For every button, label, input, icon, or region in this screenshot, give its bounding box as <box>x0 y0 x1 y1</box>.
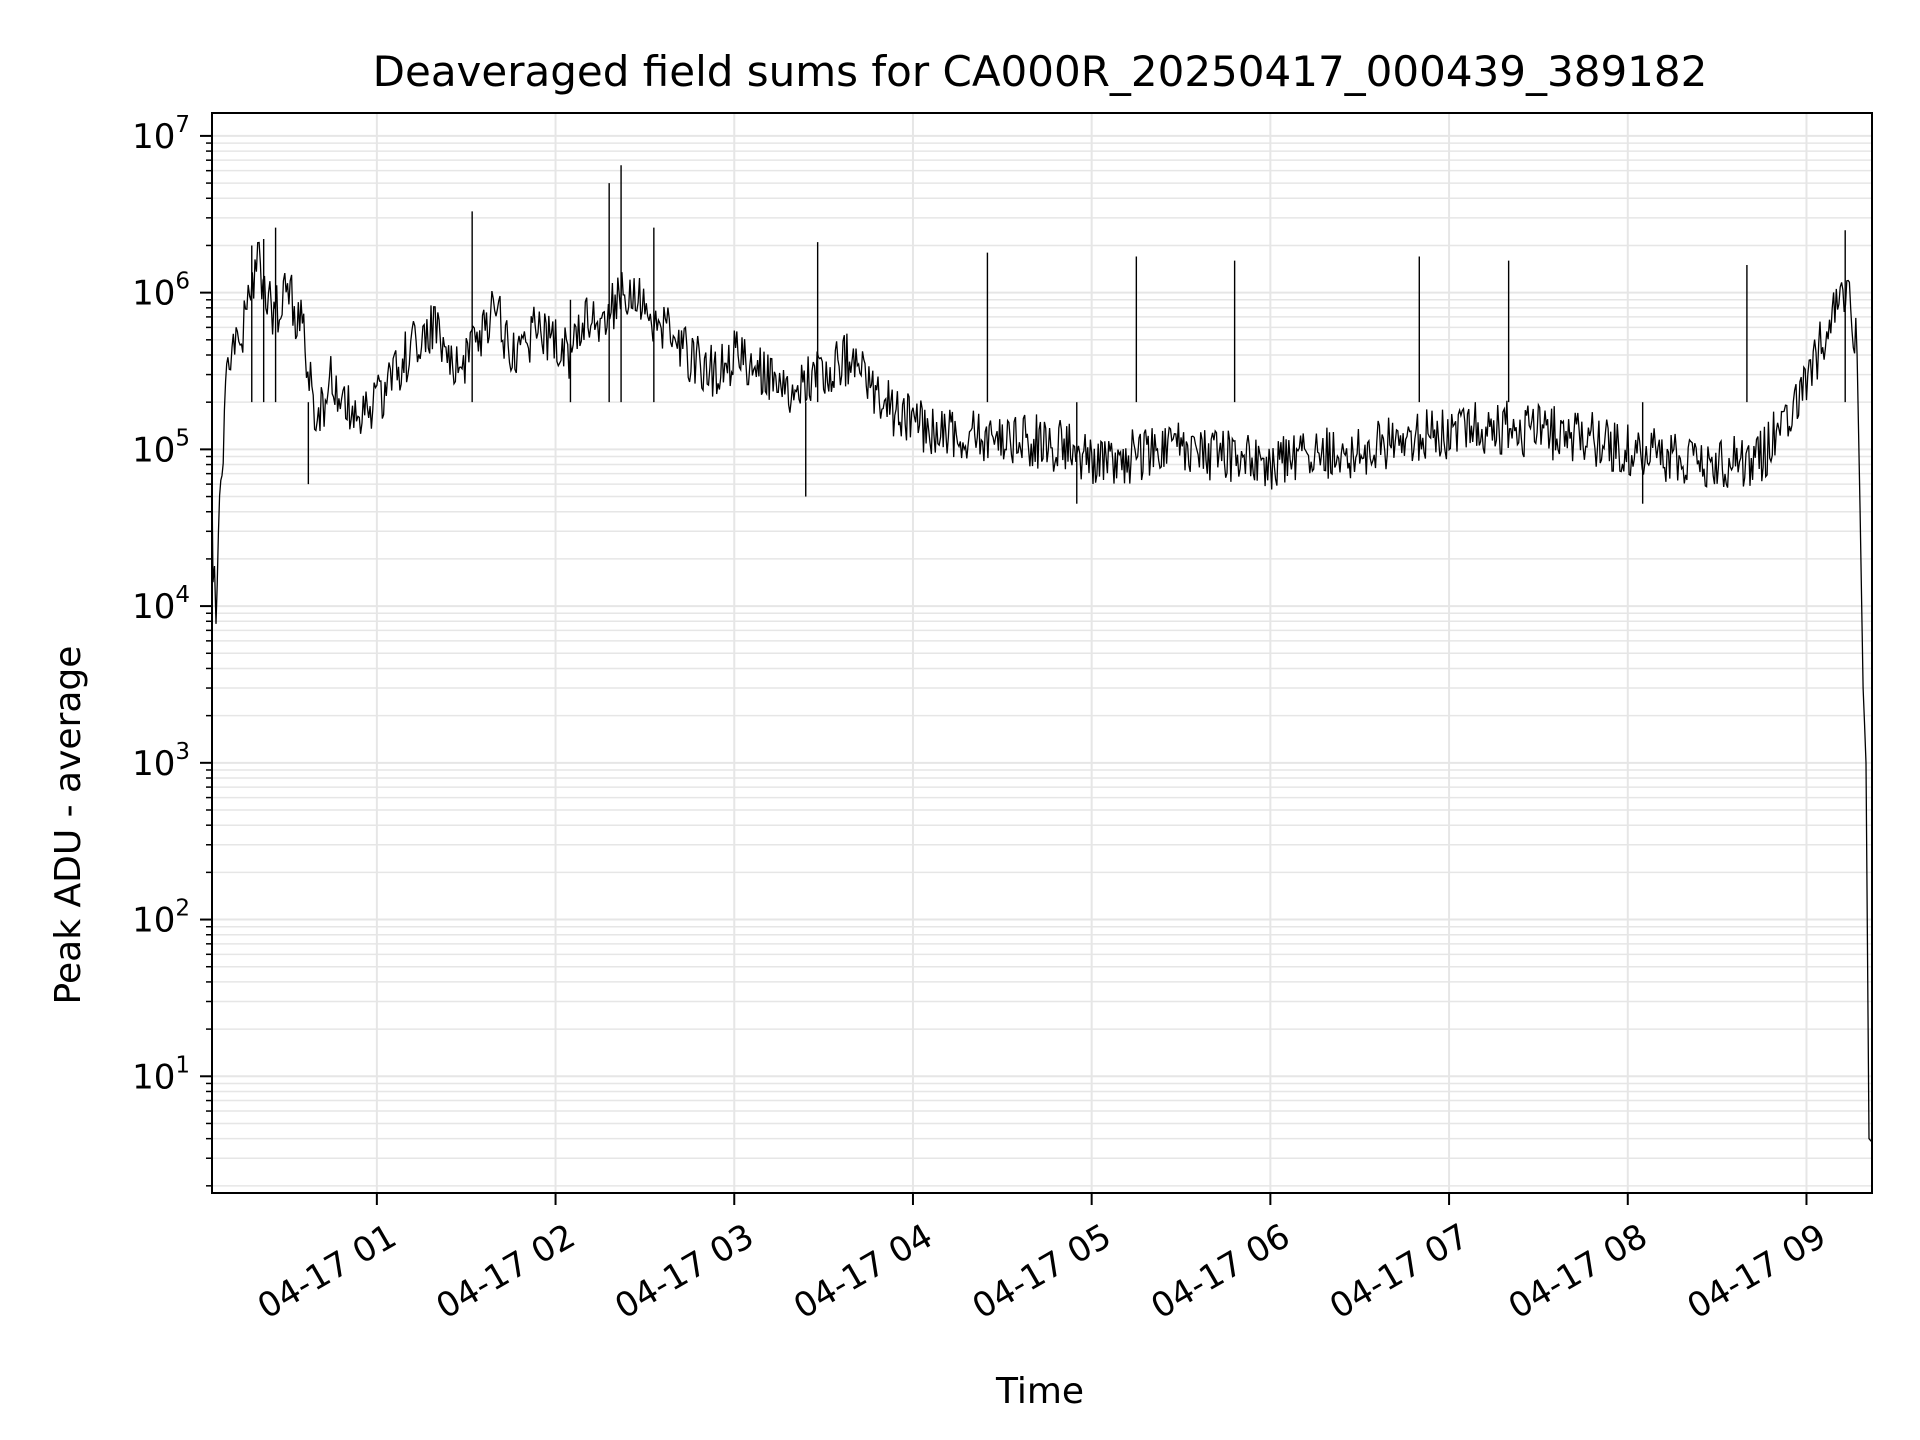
y-tick-exponent: 3 <box>175 739 190 765</box>
y-tick-label: 103 <box>132 739 190 784</box>
y-tick-base: 10 <box>132 430 175 470</box>
y-tick-base: 10 <box>132 744 175 784</box>
y-tick-base: 10 <box>132 117 175 157</box>
y-tick-label: 101 <box>132 1052 190 1097</box>
y-tick-exponent: 1 <box>175 1052 190 1078</box>
y-tick-label: 102 <box>132 896 190 941</box>
y-tick-base: 10 <box>132 1057 175 1097</box>
y-tick-label: 105 <box>132 425 190 470</box>
y-tick-base: 10 <box>132 274 175 314</box>
y-tick-exponent: 7 <box>175 112 190 138</box>
grid <box>212 113 1872 1193</box>
y-tick-label: 106 <box>132 269 190 314</box>
x-axis-label: Time <box>995 1371 1084 1412</box>
series-layer <box>211 165 1873 1143</box>
y-axis-label: Peak ADU - average <box>48 646 89 1005</box>
y-tick-exponent: 6 <box>175 269 190 295</box>
y-tick-exponent: 4 <box>175 582 190 608</box>
y-tick-exponent: 2 <box>175 896 190 922</box>
chart-title: Deaveraged field sums for CA000R_2025041… <box>373 47 1708 96</box>
y-tick-label: 107 <box>132 112 190 157</box>
y-tick-base: 10 <box>132 901 175 941</box>
y-tick-base: 10 <box>132 587 175 627</box>
y-tick-exponent: 5 <box>175 425 190 451</box>
y-tick-label: 104 <box>132 582 190 627</box>
series-line <box>211 241 1873 1143</box>
